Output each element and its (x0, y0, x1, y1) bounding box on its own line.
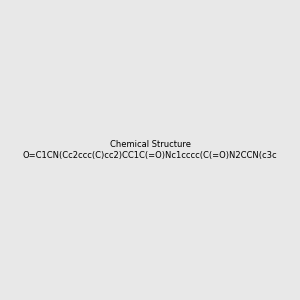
Text: Chemical Structure
O=C1CN(Cc2ccc(C)cc2)CC1C(=O)Nc1cccc(C(=O)N2CCN(c3c: Chemical Structure O=C1CN(Cc2ccc(C)cc2)C… (23, 140, 277, 160)
